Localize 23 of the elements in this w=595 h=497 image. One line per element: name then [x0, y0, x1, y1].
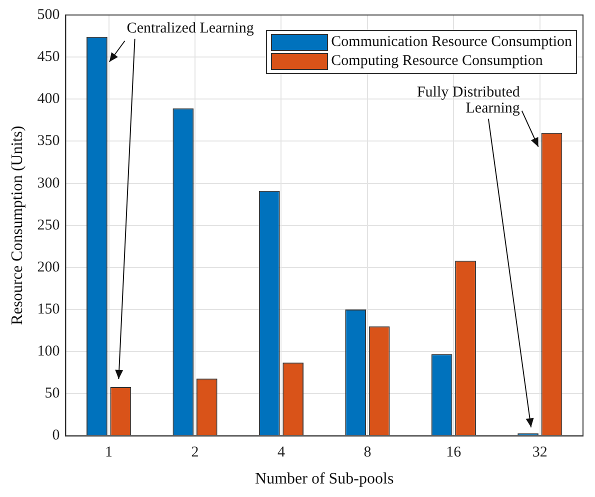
x-axis-title: Number of Sub-pools	[255, 470, 394, 488]
x-tick-label: 1	[105, 444, 113, 461]
x-tick-label: 16	[446, 444, 462, 461]
annotation: Centralized Learning	[126, 20, 254, 36]
y-tick-label: 100	[37, 344, 60, 360]
y-tick-label: 350	[37, 133, 60, 150]
y-axis-title: Resource Consumption (Units)	[8, 126, 26, 325]
x-tick-label: 32	[532, 444, 548, 461]
legend-label: Computing Resource Consumption	[331, 53, 543, 70]
legend-label: Communication Resource Consumption	[331, 34, 572, 51]
x-tick-label: 2	[191, 444, 199, 461]
x-tick-label: 8	[364, 444, 372, 461]
annotation: Fully Distributed Learning	[416, 84, 520, 116]
y-tick-label: 450	[37, 49, 60, 66]
y-tick-label: 200	[37, 259, 60, 276]
y-tick-label: 50	[44, 386, 60, 402]
y-tick-label: 250	[37, 217, 60, 234]
y-tick-label: 0	[52, 428, 60, 444]
y-tick-label: 500	[37, 6, 60, 23]
y-tick-label: 400	[37, 91, 60, 108]
x-tick-label: 4	[277, 444, 286, 461]
y-tick-label: 150	[37, 301, 60, 318]
y-tick-label: 300	[37, 175, 60, 192]
